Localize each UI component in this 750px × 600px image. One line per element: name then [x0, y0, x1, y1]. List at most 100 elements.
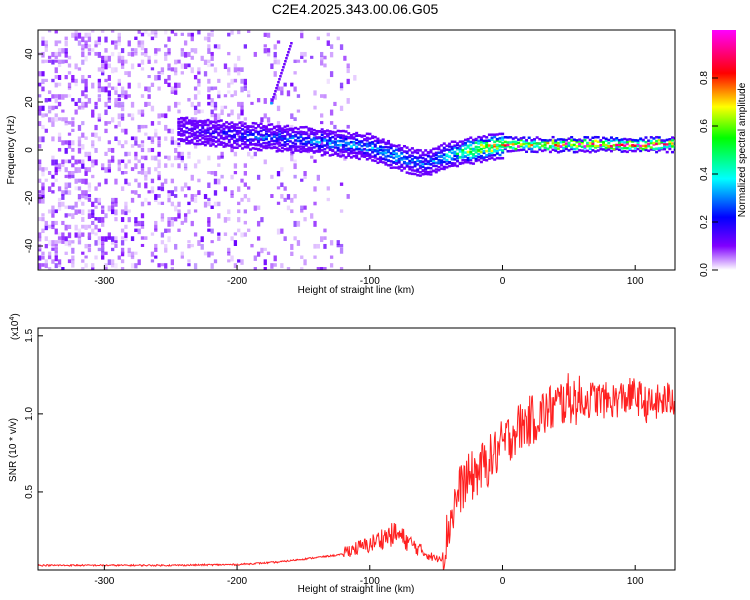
- spectrogram-cell: [193, 144, 198, 149]
- spectrogram-cell: [41, 71, 45, 77]
- spectrogram-cell: [241, 139, 245, 143]
- spectrogram-cell: [44, 113, 48, 117]
- spectrogram-cell: [67, 240, 72, 246]
- spectrogram-cell: [318, 150, 322, 153]
- spectrogram-cell: [318, 141, 322, 144]
- spectrogram-cell: [57, 75, 62, 80]
- spectrogram-cell: [64, 159, 68, 164]
- spectrogram-cell: [187, 243, 191, 249]
- spectrogram-cell: [371, 148, 375, 151]
- spectrogram-cell: [543, 140, 547, 144]
- spectrogram-cell: [217, 123, 221, 127]
- spectrogram-cell: [250, 101, 254, 105]
- spectrogram-cell: [336, 240, 340, 245]
- spectrogram-cell: [456, 152, 460, 156]
- spectrogram-cell: [421, 165, 425, 169]
- spectrogram-cell: [57, 201, 62, 208]
- spectrogram-cell: [190, 67, 194, 74]
- spectrogram-cell: [663, 140, 667, 144]
- spectrogram-cell: [219, 141, 223, 144]
- spectrogram-cell: [296, 94, 301, 98]
- spectrogram-cell: [104, 101, 108, 108]
- spectrogram-cell: [201, 136, 205, 140]
- spectrogram-cell: [101, 63, 105, 69]
- spectrogram-cell: [665, 150, 669, 154]
- spectrogram-cell: [349, 145, 353, 148]
- spectrogram-cell: [253, 151, 257, 157]
- spectrogram-cell: [283, 128, 287, 132]
- spectrogram-cell: [357, 142, 361, 145]
- spectrogram-cell: [280, 194, 284, 199]
- spectrogram-cell: [183, 40, 188, 46]
- spectrogram-cell: [223, 186, 228, 192]
- spectrogram-cell: [578, 138, 582, 141]
- spectrogram-cell: [628, 147, 632, 150]
- spectrogram-cell: [150, 155, 155, 161]
- spectrogram-cell: [300, 140, 304, 145]
- spectrogram-cell: [339, 139, 343, 143]
- spectrogram-cell: [379, 156, 383, 159]
- spectrogram-cell: [543, 139, 547, 142]
- spectrogram-cell: [134, 48, 138, 53]
- spectrogram-cell: [193, 263, 198, 270]
- spectrogram-cell: [183, 213, 188, 217]
- spectrogram-cell: [197, 67, 201, 73]
- spectrogram-cell: [210, 98, 214, 103]
- spectrogram-cell: [110, 247, 115, 252]
- spectrogram-cell: [147, 147, 151, 153]
- spectrogram-cell: [81, 90, 85, 97]
- spectrogram-cell: [217, 94, 221, 99]
- spectrogram-cell: [344, 135, 348, 138]
- spectrogram-cell: [671, 142, 675, 145]
- spectrogram-cell: [97, 228, 102, 233]
- spectrogram-cell: [379, 141, 383, 144]
- spectrogram-cell: [150, 178, 155, 184]
- spectrogram-cell: [127, 82, 131, 89]
- spectrogram-cell: [315, 136, 319, 139]
- spectrogram-cell: [272, 96, 275, 99]
- spectrogram-cell: [94, 217, 98, 221]
- spectrogram-cell: [137, 144, 141, 148]
- spectrogram-cell: [538, 142, 542, 145]
- spectrogram-cell: [237, 201, 241, 206]
- spectrogram-cell: [201, 141, 205, 144]
- spectrogram-cell: [273, 44, 277, 50]
- spectrogram-cell: [333, 146, 337, 149]
- spectrogram-cell: [227, 144, 231, 147]
- spectrogram-cell: [211, 131, 215, 135]
- spectrogram-cell: [140, 147, 145, 153]
- spectrogram-cell: [461, 161, 465, 165]
- spectrogram-cell: [144, 197, 148, 203]
- spectrogram-cell: [437, 155, 441, 158]
- spectrogram-cell: [495, 149, 499, 153]
- spectrogram-cell: [179, 134, 183, 137]
- spectrogram-cell: [47, 186, 52, 192]
- spectrogram-cell: [294, 139, 298, 142]
- spectrogram-cell: [91, 113, 95, 118]
- spectrogram-cell: [227, 209, 231, 215]
- spectrogram-cell: [495, 147, 499, 150]
- spectrogram-cell: [120, 105, 125, 112]
- spectrogram-cell: [157, 201, 161, 205]
- spectrogram-cell: [197, 159, 201, 164]
- spectrogram-cell: [336, 152, 340, 156]
- spectrogram-cell: [394, 148, 398, 152]
- spectrogram-cell: [44, 98, 48, 103]
- spectrogram-cell: [97, 113, 102, 120]
- spectrogram-cell: [54, 105, 58, 110]
- spectrogram-cell: [647, 139, 651, 142]
- spectrogram-cell: [38, 94, 42, 98]
- spectrogram-cell: [379, 148, 383, 152]
- spectrogram-cell: [213, 44, 218, 49]
- spectrogram-cell: [213, 67, 218, 73]
- spectrogram-cell: [160, 71, 165, 75]
- spectrogram-cell: [437, 168, 441, 172]
- spectrogram-cell: [207, 101, 211, 106]
- spectrogram-cell: [47, 55, 52, 59]
- spectrogram-cell: [533, 145, 537, 148]
- spectrogram-cell: [474, 148, 478, 151]
- spectrogram-cell: [275, 125, 279, 128]
- spectrogram-cell: [187, 128, 191, 131]
- spectrogram-cell: [41, 113, 45, 118]
- spectrogram-cell: [97, 240, 102, 246]
